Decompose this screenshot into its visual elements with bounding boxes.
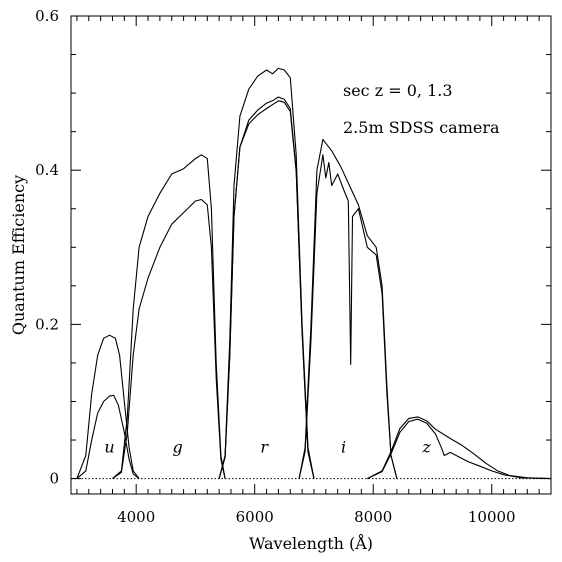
y-tick-label: 0.2 [35, 315, 59, 333]
annotation-airmass: sec z = 0, 1.3 [343, 81, 453, 100]
y-tick-label: 0.4 [35, 161, 59, 179]
x-tick-label: 6000 [236, 508, 274, 526]
plot-frame [70, 15, 552, 495]
y-tick-label: 0.6 [35, 7, 59, 25]
band-label-z: z [421, 438, 431, 457]
curve-r-secz-1_3 [218, 100, 315, 479]
y-tick-labels: 0 0.2 0.4 0.6 [35, 7, 59, 488]
x-tick-label: 4000 [117, 508, 155, 526]
band-label-u: u [104, 438, 114, 457]
filter-curves [76, 67, 552, 480]
curve-i-secz-0 [298, 138, 398, 479]
curve-r-secz-1_3 [218, 96, 315, 479]
x-tick-label: 10000 [468, 508, 516, 526]
curve-z-secz-0 [367, 416, 552, 480]
curve-i-secz-1_3 [298, 154, 398, 479]
band-label-i: i [341, 438, 346, 457]
x-tick-labels: 4000 6000 8000 10000 [117, 508, 516, 526]
x-axis-label: Wavelength (Å) [249, 533, 373, 553]
annotation-camera: 2.5m SDSS camera [343, 118, 500, 137]
curve-u-secz-1_3 [76, 394, 140, 480]
band-label-r: r [260, 438, 269, 457]
y-tick-label: 0 [49, 470, 59, 488]
minor-ticks [71, 16, 552, 494]
curve-z-secz-1_3 [367, 418, 552, 480]
y-axis-label: Quantum Efficiency [9, 175, 28, 335]
x-tick-label: 8000 [354, 508, 392, 526]
curve-g-secz-1_3 [112, 198, 226, 480]
major-ticks [71, 15, 551, 494]
band-label-g: g [173, 438, 183, 457]
curve-g-secz-0 [112, 154, 226, 480]
curve-u-secz-0 [76, 334, 140, 479]
